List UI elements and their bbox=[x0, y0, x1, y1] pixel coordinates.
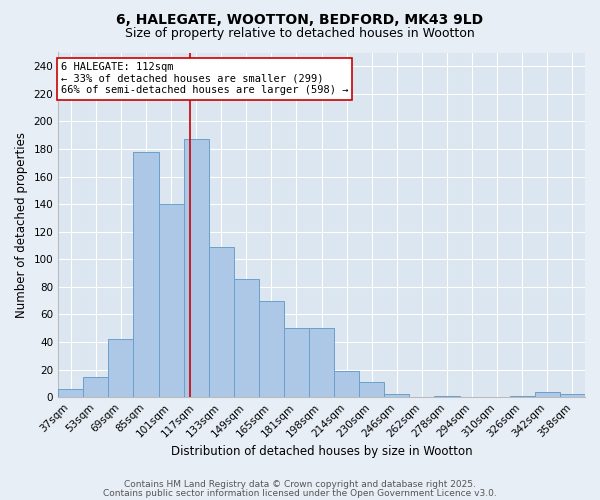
Bar bbox=[535, 392, 560, 397]
Bar bbox=[158, 204, 184, 397]
Bar bbox=[385, 394, 409, 397]
Bar bbox=[184, 140, 209, 397]
Bar bbox=[334, 371, 359, 397]
Bar bbox=[133, 152, 158, 397]
Bar bbox=[434, 396, 460, 397]
X-axis label: Distribution of detached houses by size in Wootton: Distribution of detached houses by size … bbox=[171, 444, 472, 458]
Bar bbox=[234, 278, 259, 397]
Text: Contains HM Land Registry data © Crown copyright and database right 2025.: Contains HM Land Registry data © Crown c… bbox=[124, 480, 476, 489]
Bar bbox=[359, 382, 385, 397]
Bar bbox=[284, 328, 309, 397]
Bar bbox=[109, 340, 133, 397]
Text: Contains public sector information licensed under the Open Government Licence v3: Contains public sector information licen… bbox=[103, 488, 497, 498]
Bar bbox=[58, 389, 83, 397]
Bar bbox=[309, 328, 334, 397]
Bar bbox=[209, 247, 234, 397]
Text: 6 HALEGATE: 112sqm
← 33% of detached houses are smaller (299)
66% of semi-detach: 6 HALEGATE: 112sqm ← 33% of detached hou… bbox=[61, 62, 348, 96]
Text: 6, HALEGATE, WOOTTON, BEDFORD, MK43 9LD: 6, HALEGATE, WOOTTON, BEDFORD, MK43 9LD bbox=[116, 12, 484, 26]
Bar bbox=[510, 396, 535, 397]
Bar bbox=[259, 300, 284, 397]
Bar bbox=[83, 376, 109, 397]
Text: Size of property relative to detached houses in Wootton: Size of property relative to detached ho… bbox=[125, 28, 475, 40]
Bar bbox=[560, 394, 585, 397]
Y-axis label: Number of detached properties: Number of detached properties bbox=[15, 132, 28, 318]
